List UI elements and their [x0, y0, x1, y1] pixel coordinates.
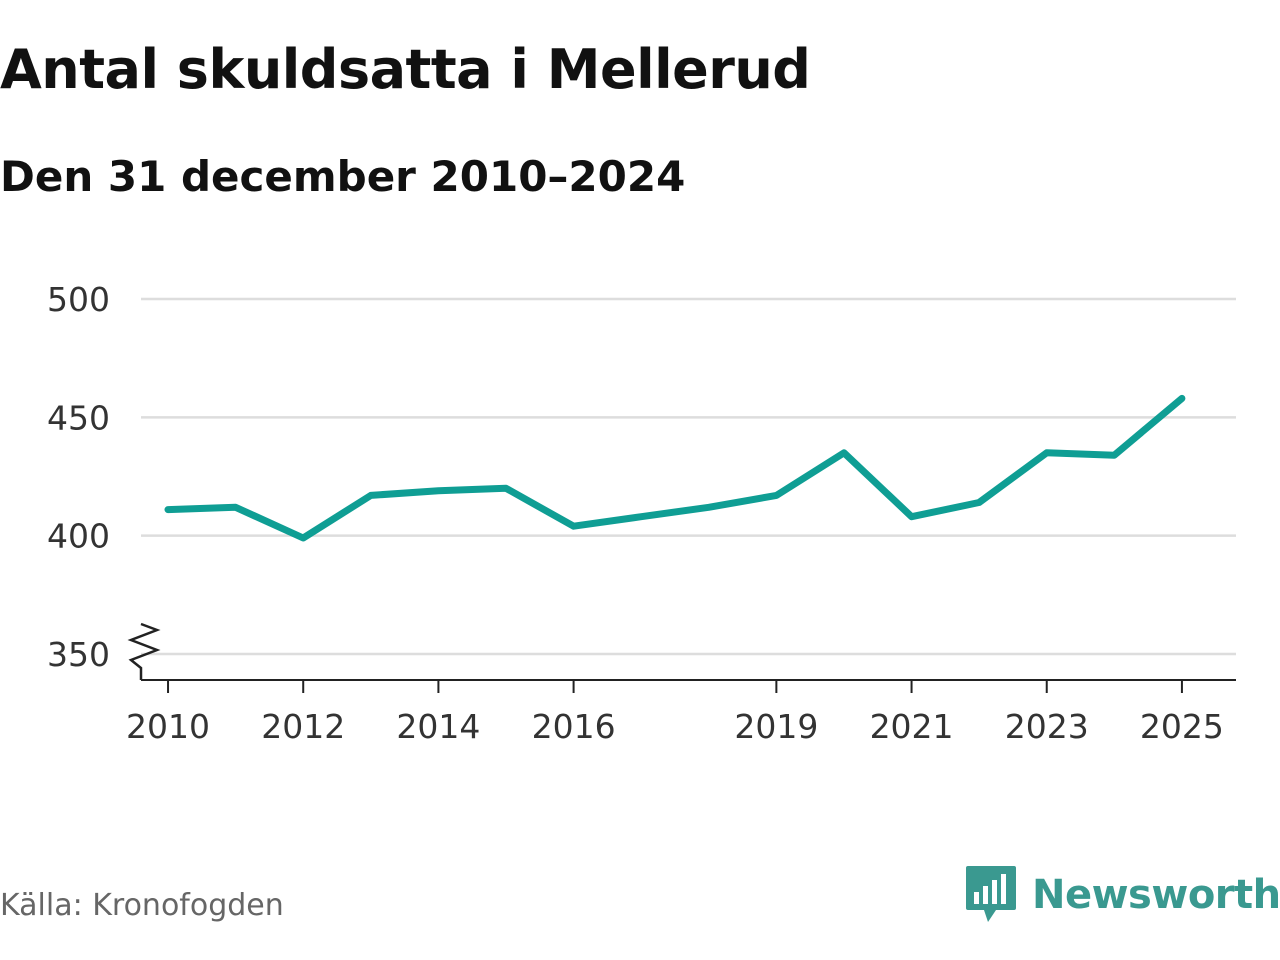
gridlines	[141, 297, 1236, 656]
brand-logo: Newsworthy	[964, 864, 1280, 926]
x-tick-label: 2016	[532, 707, 616, 746]
chart-subtitle: Den 31 december 2010–2024	[0, 152, 686, 201]
y-tick-label: 350	[47, 635, 110, 674]
x-tick-label: 2021	[870, 707, 954, 746]
x-tick-label: 2014	[396, 707, 480, 746]
x-tick-label: 2019	[734, 707, 818, 746]
y-tick-label: 400	[47, 517, 110, 556]
x-tick-label: 2025	[1140, 707, 1224, 746]
series-line	[164, 394, 1186, 542]
y-axis-ticks: 350 400 450 500	[47, 280, 110, 674]
x-tick-label: 2012	[261, 707, 345, 746]
y-tick-label: 500	[47, 280, 110, 319]
bar-chart-bubble-icon	[966, 866, 1016, 922]
axis-break-icon	[127, 622, 161, 680]
x-axis	[127, 622, 1236, 681]
chart-title: Antal skuldsatta i Mellerud	[0, 38, 811, 101]
x-tick-label: 2010	[126, 707, 210, 746]
brand-name: Newsworthy	[1032, 872, 1280, 918]
source-note: Källa: Kronofogden	[0, 888, 284, 923]
y-tick-label: 450	[47, 398, 110, 437]
line-chart: 350 400 450 500 2010 2012 2014 2016 2019 2021 202…	[47, 280, 1236, 746]
x-tick-label: 2023	[1005, 707, 1089, 746]
x-axis-ticks: 2010 2012 2014 2016 2019 2021 2023 2025	[126, 680, 1224, 746]
